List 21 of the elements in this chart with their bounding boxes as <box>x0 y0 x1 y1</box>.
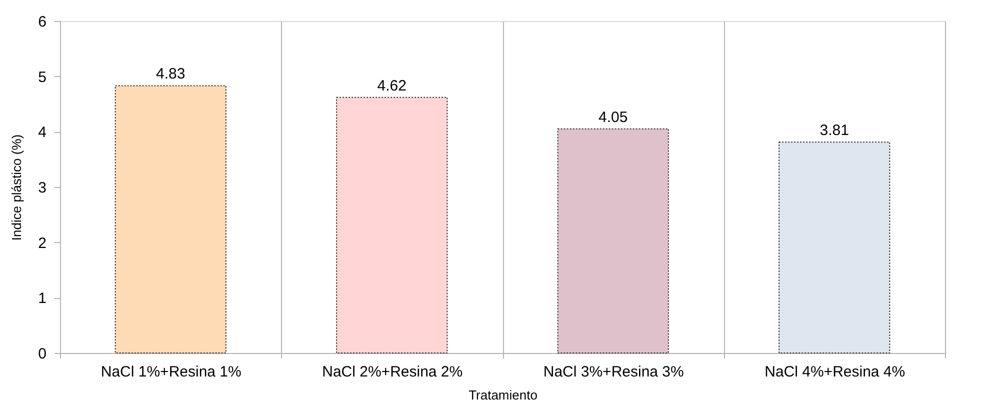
y-axis-title: Indice plástico (%) <box>9 134 24 241</box>
bar <box>114 85 226 354</box>
y-tick-label: 2 <box>38 234 46 252</box>
y-tick-label: 4 <box>38 124 46 142</box>
bar <box>557 128 669 354</box>
data-label: 4.05 <box>598 108 628 126</box>
x-tick-label: NaCl 2%+Resina 2% <box>322 364 463 380</box>
bar <box>336 96 448 354</box>
data-label: 4.62 <box>377 77 406 94</box>
data-label: 4.83 <box>156 66 186 83</box>
y-tick-label: 6 <box>38 14 46 30</box>
x-tick-label: NaCl 3%+Resina 3% <box>543 364 684 380</box>
y-tick-label: 5 <box>38 68 46 86</box>
x-axis-title: Tratamiento <box>468 388 538 402</box>
x-tick-label: NaCl 4%+Resina 4% <box>764 364 906 380</box>
x-tick-label: NaCl 1%+Resina 1% <box>100 364 242 380</box>
data-label: 3.81 <box>820 122 849 140</box>
bar <box>778 142 890 354</box>
y-tick-label: 1 <box>38 290 46 308</box>
y-tick-label: 0 <box>38 346 46 362</box>
y-tick-label: 3 <box>38 180 46 196</box>
